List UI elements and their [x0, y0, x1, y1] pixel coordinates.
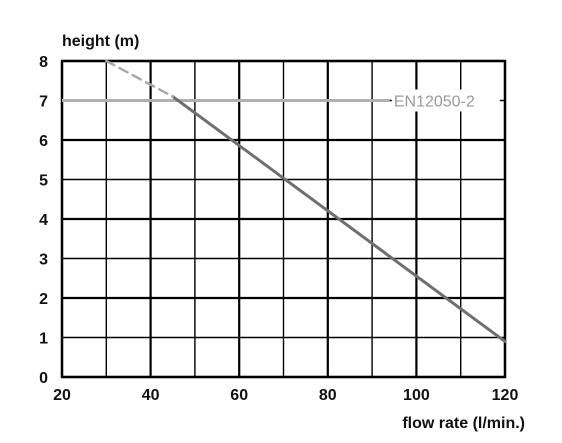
x-tick-label: 100: [403, 387, 430, 404]
y-tick-label: 2: [39, 291, 48, 308]
y-tick-label: 3: [39, 252, 48, 269]
x-tick-label: 20: [53, 387, 71, 404]
y-axis-title: height (m): [62, 33, 139, 50]
x-tick-label: 120: [492, 387, 519, 404]
y-tick-label: 7: [39, 94, 48, 111]
y-tick-label: 1: [39, 331, 48, 348]
plot-border: [60, 59, 507, 379]
reference-line-label: EN12050-2: [394, 94, 475, 111]
tick-labels: 20 40 60 80 100 120 0 1 2 3 4 5 6 7 8: [39, 54, 518, 404]
x-tick-label: 40: [142, 387, 160, 404]
y-tick-label: 4: [39, 212, 48, 229]
plot-area: EN12050-2: [60, 59, 507, 379]
x-tick-label: 60: [230, 387, 248, 404]
y-tick-label: 8: [39, 54, 48, 71]
y-tick-label: 6: [39, 133, 48, 150]
y-tick-label: 5: [39, 173, 48, 190]
series-line-dashed: [105, 59, 174, 98]
reference-label-background: [391, 89, 500, 112]
x-axis-title: flow rate (l/min.): [402, 415, 525, 432]
x-tick-label: 80: [319, 387, 337, 404]
y-tick-label: 0: [39, 370, 48, 387]
series-line-solid: [171, 95, 507, 343]
